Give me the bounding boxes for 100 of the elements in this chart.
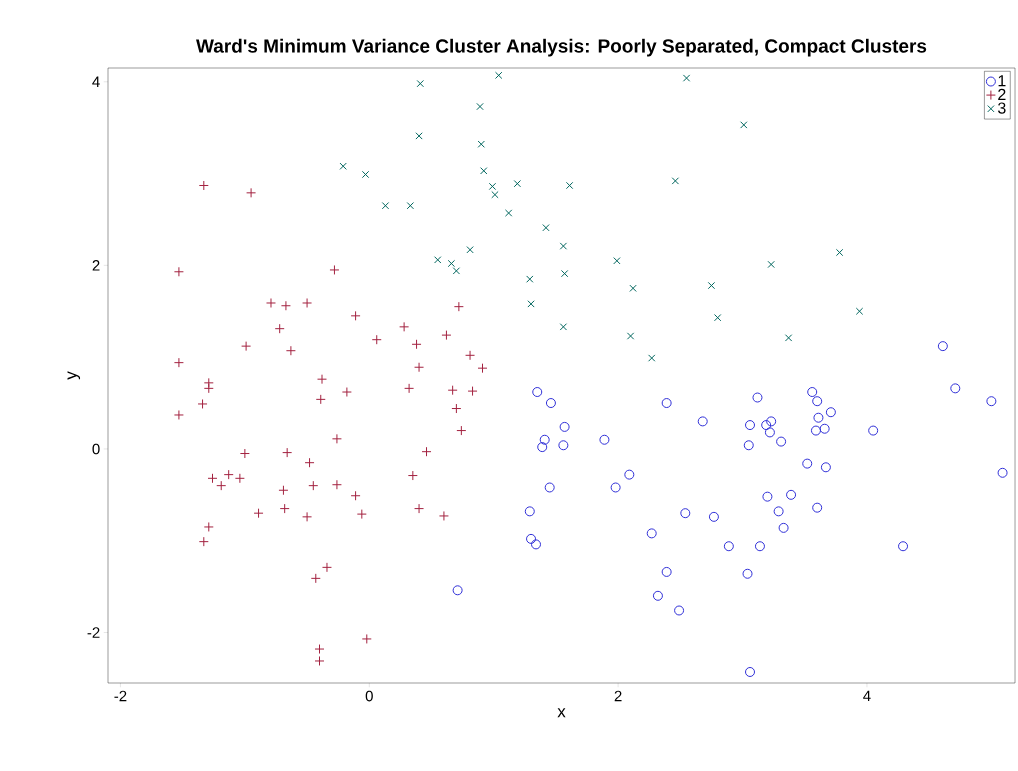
- point: [197, 398, 208, 409]
- point: [680, 508, 691, 519]
- point: [812, 396, 823, 407]
- point: [488, 182, 497, 191]
- y-tick-label: 0: [92, 443, 100, 455]
- point: [559, 242, 568, 250]
- point: [302, 297, 313, 308]
- point: [465, 350, 476, 361]
- y-tick-label: 4: [92, 76, 100, 87]
- point: [743, 440, 754, 451]
- point: [314, 644, 325, 655]
- point: [406, 202, 415, 210]
- point: [434, 256, 442, 264]
- point: [278, 485, 289, 496]
- point: [339, 162, 347, 170]
- point: [825, 407, 836, 418]
- point: [532, 387, 543, 398]
- point: [745, 420, 755, 431]
- point: [441, 330, 452, 341]
- point: [421, 446, 432, 457]
- point: [280, 300, 291, 311]
- point: [234, 473, 245, 484]
- point: [411, 339, 422, 350]
- point: [652, 590, 663, 601]
- point: [447, 385, 458, 396]
- point: [855, 307, 864, 315]
- point: [674, 605, 685, 616]
- point: [216, 480, 227, 491]
- point: [381, 202, 390, 210]
- point: [707, 281, 716, 290]
- point: [253, 508, 264, 519]
- point: [308, 480, 319, 491]
- point: [545, 398, 556, 409]
- point: [762, 491, 773, 502]
- point: [361, 170, 370, 179]
- point: [671, 177, 680, 185]
- point: [314, 655, 325, 666]
- point: [513, 179, 522, 188]
- point: [477, 140, 485, 148]
- point: [331, 433, 342, 444]
- point: [265, 297, 276, 308]
- point: [761, 420, 772, 431]
- point: [723, 541, 734, 552]
- point: [786, 489, 797, 500]
- point: [754, 541, 765, 552]
- point: [452, 585, 463, 596]
- point: [624, 469, 635, 480]
- point: [495, 71, 503, 80]
- point: [203, 383, 214, 394]
- point: [708, 511, 719, 522]
- point: [537, 442, 548, 453]
- point: [207, 473, 218, 484]
- point: [868, 425, 879, 436]
- point: [526, 533, 537, 544]
- point: [341, 387, 352, 398]
- point: [467, 386, 478, 397]
- point: [304, 457, 315, 468]
- point: [407, 470, 418, 481]
- point: [565, 181, 574, 190]
- point: [810, 425, 821, 436]
- point: [542, 224, 550, 232]
- y-tick-label: 2: [92, 260, 100, 271]
- point: [807, 387, 818, 398]
- point: [415, 132, 423, 140]
- point: [279, 503, 290, 514]
- point: [453, 301, 464, 312]
- point: [697, 416, 708, 427]
- x-tick-label: 2: [614, 690, 622, 702]
- point: [282, 447, 293, 458]
- point: [898, 541, 909, 552]
- y-tick-label: -2: [87, 627, 100, 638]
- point: [371, 334, 382, 345]
- point: [997, 467, 1008, 478]
- point: [661, 566, 672, 577]
- chart-title: Ward's Minimum Variance Cluster Analysis: Poorly Separated, Compact Clusters: [196, 38, 927, 57]
- point: [648, 354, 656, 362]
- point: [274, 323, 285, 334]
- point: [740, 121, 748, 129]
- point: [544, 482, 555, 493]
- point: [317, 374, 327, 385]
- point: [414, 362, 425, 373]
- point: [776, 436, 787, 447]
- point: [560, 269, 569, 278]
- point: [456, 425, 467, 436]
- point: [626, 332, 635, 340]
- point: [646, 528, 657, 539]
- point: [329, 264, 340, 275]
- point: [416, 79, 424, 88]
- point: [524, 506, 535, 517]
- point: [241, 341, 252, 352]
- point: [559, 421, 570, 432]
- point: [813, 412, 824, 423]
- x-axis-title: x: [557, 708, 566, 718]
- point: [610, 482, 621, 493]
- point: [599, 434, 610, 445]
- point: [742, 568, 753, 579]
- point: [173, 266, 184, 277]
- x-tick-label: 4: [863, 690, 871, 702]
- point: [315, 394, 326, 405]
- point: [752, 392, 763, 403]
